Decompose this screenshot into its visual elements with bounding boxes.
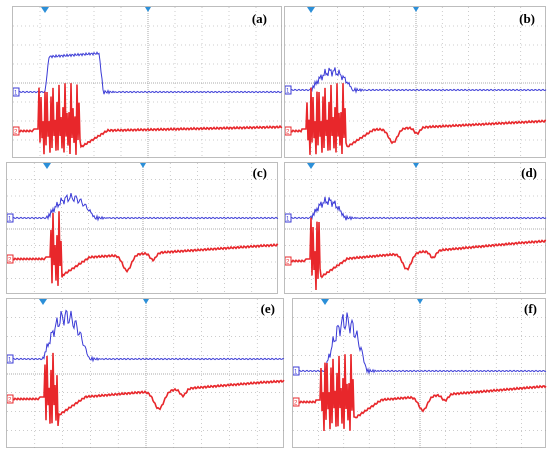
- channel-2-marker-label: 2: [294, 401, 298, 407]
- channel-1-marker-label: 1: [8, 217, 12, 223]
- trigger-marker: [307, 7, 315, 13]
- channel-1-marker: 1: [7, 354, 14, 364]
- channel-2-marker: 2: [285, 256, 292, 266]
- panel-label: (a): [251, 11, 267, 26]
- panel-label: (c): [252, 165, 267, 180]
- channel-2-trace: [285, 83, 547, 155]
- channel-2-marker-label: 2: [8, 398, 12, 404]
- channel-1-trace: [13, 51, 283, 95]
- trigger-marker: [39, 299, 47, 305]
- trigger-position-marker: [143, 299, 149, 304]
- channel-2-trace: [7, 352, 285, 426]
- channel-2-trace: [285, 217, 547, 291]
- grid: [7, 299, 285, 449]
- trigger-position-marker: [145, 7, 151, 12]
- waveform-plot: 12: [285, 7, 547, 159]
- channel-1-trace: [7, 309, 285, 363]
- channel-2-marker: 2: [293, 397, 300, 407]
- channel-2-marker: 2: [13, 126, 20, 136]
- trigger-position-marker: [413, 7, 419, 12]
- trigger-position-marker: [413, 163, 419, 168]
- panel-label: (f): [524, 301, 537, 316]
- waveform-plot: 12: [7, 299, 285, 449]
- channel-2-marker-label: 2: [286, 260, 290, 266]
- channel-2-trace: [7, 211, 279, 286]
- channel-2-trace: [13, 83, 283, 155]
- trigger-marker: [321, 299, 329, 305]
- panel-label: (e): [260, 301, 275, 316]
- channel-2-marker: 2: [7, 254, 14, 264]
- channel-1-marker-label: 1: [286, 89, 290, 95]
- panel-label: (d): [521, 165, 537, 180]
- waveform-plot: 12: [293, 299, 547, 449]
- waveform-plot: 12: [13, 7, 283, 159]
- channel-2-marker: 2: [7, 394, 14, 404]
- panel-label: (b): [519, 11, 535, 26]
- waveform-plot: 12: [285, 163, 547, 295]
- channel-2-marker: 2: [285, 126, 292, 136]
- channel-1-marker-label: 1: [8, 358, 12, 364]
- trigger-marker: [41, 7, 49, 13]
- trigger-position-marker: [140, 163, 146, 168]
- channel-1-marker-label: 1: [286, 217, 290, 223]
- grid: [7, 163, 279, 295]
- channel-1-marker-label: 1: [14, 91, 18, 97]
- channel-1-trace: [285, 196, 547, 221]
- channel-1-marker-label: 1: [294, 370, 298, 376]
- trigger-marker: [307, 163, 315, 169]
- channel-2-marker-label: 2: [14, 130, 18, 136]
- channel-1-marker: 1: [7, 213, 14, 223]
- channel-2-marker-label: 2: [286, 130, 290, 136]
- channel-1-marker: 1: [13, 87, 20, 97]
- waveform-plot: 12: [7, 163, 279, 295]
- trigger-position-marker: [417, 299, 423, 304]
- channel-1-trace: [293, 312, 547, 376]
- grid: [13, 7, 283, 159]
- channel-1-marker: 1: [285, 85, 292, 95]
- grid: [285, 163, 547, 295]
- channel-1-trace: [7, 192, 279, 222]
- channel-1-trace: [285, 67, 547, 94]
- channel-2-marker-label: 2: [8, 258, 12, 264]
- grid: [285, 7, 547, 159]
- channel-2-trace: [293, 354, 547, 432]
- channel-1-marker: 1: [285, 213, 292, 223]
- channel-1-marker: 1: [293, 366, 300, 376]
- trigger-marker: [43, 163, 51, 169]
